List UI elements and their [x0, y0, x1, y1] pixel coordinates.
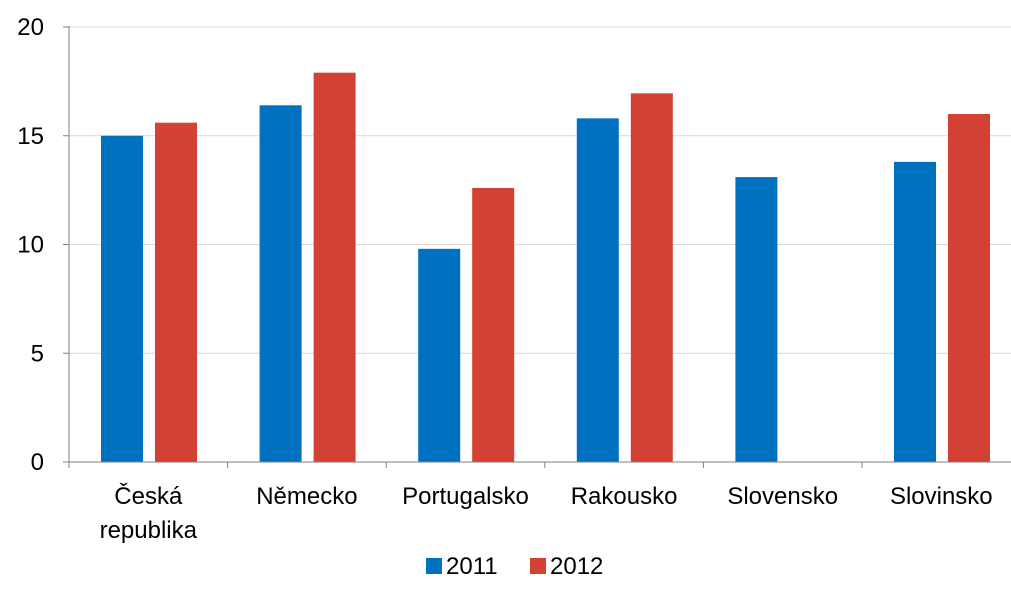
bars [101, 72, 990, 463]
y-tick-label: 5 [31, 340, 44, 367]
y-tick-label: 15 [17, 123, 44, 150]
y-tick-labels: 0 5 10 15 20 [17, 14, 44, 476]
x-tick-label: Rakousko [571, 483, 678, 510]
bar-2011-2 [418, 248, 461, 462]
gridlines [69, 26, 1011, 354]
legend: 2011 2012 [426, 553, 603, 580]
bar-2012-1 [313, 72, 356, 463]
bar-2011-3 [576, 118, 619, 462]
bar-2012-5 [948, 114, 990, 462]
x-tick-label: Česká republika [100, 482, 198, 544]
legend-swatch-2012 [530, 558, 546, 574]
bar-2011-0 [101, 135, 143, 462]
y-tick-label: 10 [17, 232, 44, 259]
bar-2012-0 [155, 122, 197, 462]
x-tick-label: Slovinsko [890, 483, 993, 510]
bar-2012-3 [630, 93, 673, 463]
axes [63, 26, 1011, 468]
y-tick-label: 20 [17, 14, 44, 41]
bar-2011-4 [735, 177, 778, 462]
legend-swatch-2011 [426, 558, 442, 574]
x-tick-label: Portugalsko [402, 483, 529, 510]
x-tick-label: Německo [256, 483, 357, 510]
x-tick-labels: Česká republika Německo Portugalsko Rakousko… [100, 482, 993, 544]
bar-2012-2 [472, 187, 515, 462]
bar-2011-1 [259, 105, 302, 463]
y-tick-label: 0 [31, 449, 44, 476]
legend-label-2012: 2012 [550, 553, 603, 580]
legend-label-2011: 2011 [446, 553, 498, 580]
x-tick-label: Slovensko [727, 483, 838, 510]
bar-2011-5 [894, 161, 936, 462]
